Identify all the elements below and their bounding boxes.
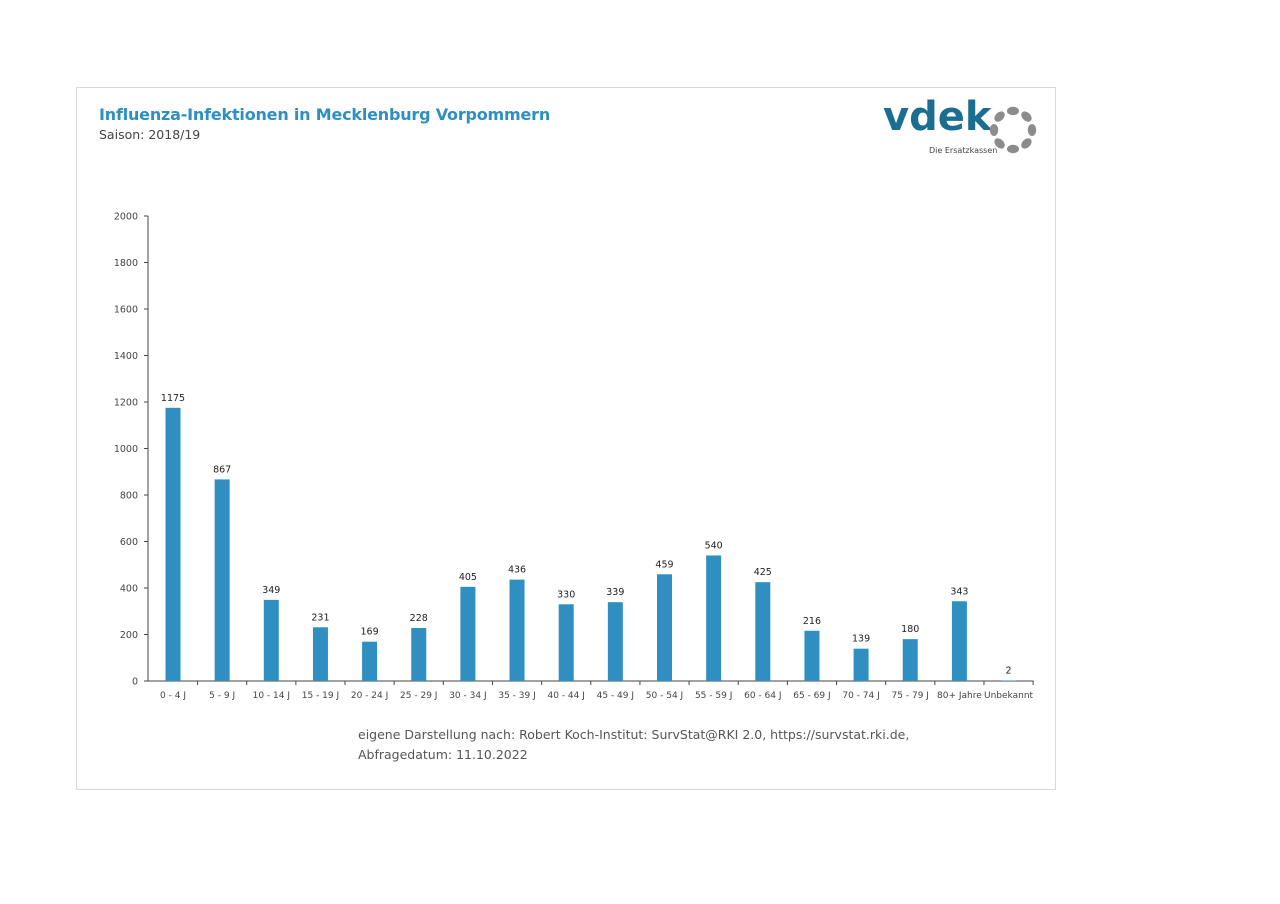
bars [165,407,1017,681]
x-tick-label: 20 - 24 J [351,691,388,701]
ring-dot [1021,138,1032,149]
x-tick-label: Unbekannt [984,691,1034,701]
x-tick-label: 75 - 79 J [892,691,929,701]
ring-dot [1007,144,1019,154]
x-tick-label: 65 - 69 J [793,691,830,701]
x-tick-label: 55 - 59 J [695,691,732,701]
y-tick-label: 0 [132,677,138,688]
bar [755,582,771,681]
bar-value-label: 540 [705,540,723,551]
bar [706,555,722,681]
bar [460,586,476,681]
y-tick-label: 400 [120,584,138,595]
logo-tagline: Die Ersatzkassen [929,146,998,155]
ring-dot [994,138,1005,149]
bar-value-label: 339 [606,587,624,598]
ring-dot [1027,124,1037,136]
bar-value-label: 330 [557,589,575,600]
x-tick-label: 10 - 14 J [253,691,290,701]
x-tick-label: 5 - 9 J [209,691,235,701]
bar-value-label: 867 [213,464,231,475]
x-tick-label: 40 - 44 J [548,691,585,701]
bar [411,627,427,681]
ring-dot [1007,106,1019,116]
y-tick-label: 1600 [114,305,138,316]
bar-value-label: 425 [754,567,772,578]
y-tick-label: 2000 [114,212,138,223]
chart-title: Influenza-Infektionen in Mecklenburg Vor… [99,105,551,124]
bar [657,574,672,681]
x-tick-label: 25 - 29 J [400,691,437,701]
logo-wordmark: vdek [883,94,992,140]
x-tick-label: 60 - 64 J [744,691,781,701]
bar [558,604,574,681]
bar [263,599,279,681]
x-axis: 0 - 4 J 5 - 9 J 10 - 14 J 15 - 19 J 20 - 24 … [148,680,1034,701]
ring-dot [989,124,999,136]
dotted-ring-icon [989,106,1037,154]
bar-value-label: 1175 [161,393,185,404]
bar-value-label: 436 [508,565,526,576]
bar-value-label: 169 [361,627,379,638]
bar [951,601,967,681]
y-axis: 0 200 400 600 800 1000 1200 1400 1600 1800 2000 [114,212,149,688]
bar-value-label: 139 [852,634,870,645]
bar [509,579,525,681]
bar-value-label: 216 [803,616,821,627]
bar-value-label: 180 [901,624,919,635]
x-tick-label: 70 - 74 J [842,691,879,701]
bar-value-label: 459 [655,559,673,570]
bar [165,407,181,681]
y-tick-label: 1000 [114,444,138,455]
x-tick-label: 50 - 54 J [646,691,683,701]
ring-dot [1021,111,1032,122]
x-tick-label: 30 - 34 J [449,691,486,701]
bar [362,641,378,681]
bar-value-label: 349 [262,585,280,596]
vdek-logo: vdek Die Ersatzkassen [883,94,1039,158]
ring-dot [994,111,1005,122]
x-tick-label: 45 - 49 J [597,691,634,701]
y-tick-label: 1800 [114,258,138,269]
bar-value-label: 343 [950,586,968,597]
chart-subtitle: Saison: 2018/19 [99,127,201,142]
bar-value-label: 405 [459,572,477,583]
bar [853,648,869,681]
x-tick-label: 15 - 19 J [302,691,339,701]
bar [214,479,230,681]
y-tick-label: 1200 [114,398,138,409]
x-tick-label: 0 - 4 J [160,691,186,701]
bar [312,627,328,681]
y-tick-label: 600 [120,537,138,548]
bar [902,639,918,681]
bar-chart: 0 200 400 600 800 1000 1200 1400 1600 1800 2000 0 … [114,212,1034,701]
bar [804,630,820,681]
bar-value-label: 231 [311,612,329,623]
source-note: eigene Darstellung nach: Robert Koch-Ins… [358,727,910,762]
bar-value-label: 2 [1006,666,1012,677]
chart-card: Influenza-Infektionen in Mecklenburg Vor… [76,87,1056,790]
x-tick-label: 80+ Jahre [937,691,982,701]
y-tick-label: 1400 [114,351,138,362]
bar [607,602,623,681]
y-tick-label: 200 [120,630,138,641]
bar-value-label: 228 [410,613,428,624]
data-labels: 1175 867 349 231 169 228 405 436 330 339 459 540 425… [161,393,1012,677]
x-tick-label: 35 - 39 J [498,691,535,701]
y-tick-label: 800 [120,491,138,502]
